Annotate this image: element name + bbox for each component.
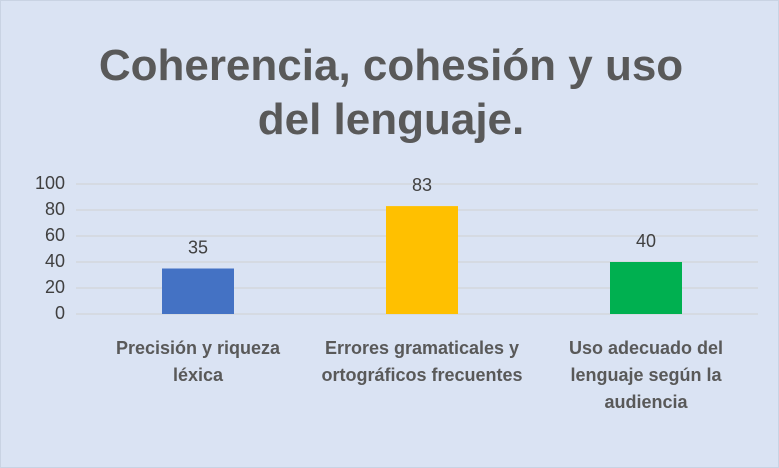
chart-title: Coherencia, cohesión y uso del lenguaje. [98,41,684,144]
data-label: 40 [636,231,656,251]
data-label: 35 [188,237,208,257]
data-label: 83 [412,175,432,195]
bar [386,206,458,314]
x-tick-label: Errores gramaticales y ortográficos frec… [321,338,523,385]
bar [162,268,234,314]
x-tick-label: Precisión y riqueza léxica [115,338,281,385]
bar [610,262,682,314]
y-tick-label: 80 [45,199,65,219]
y-tick-label: 60 [45,225,65,245]
y-tick-label: 20 [45,277,65,297]
x-tick-label: Uso adecuado del lenguaje según la audie… [568,338,724,412]
y-tick-label: 40 [45,251,65,271]
y-tick-label: 0 [55,303,65,323]
y-tick-label: 100 [35,173,65,193]
